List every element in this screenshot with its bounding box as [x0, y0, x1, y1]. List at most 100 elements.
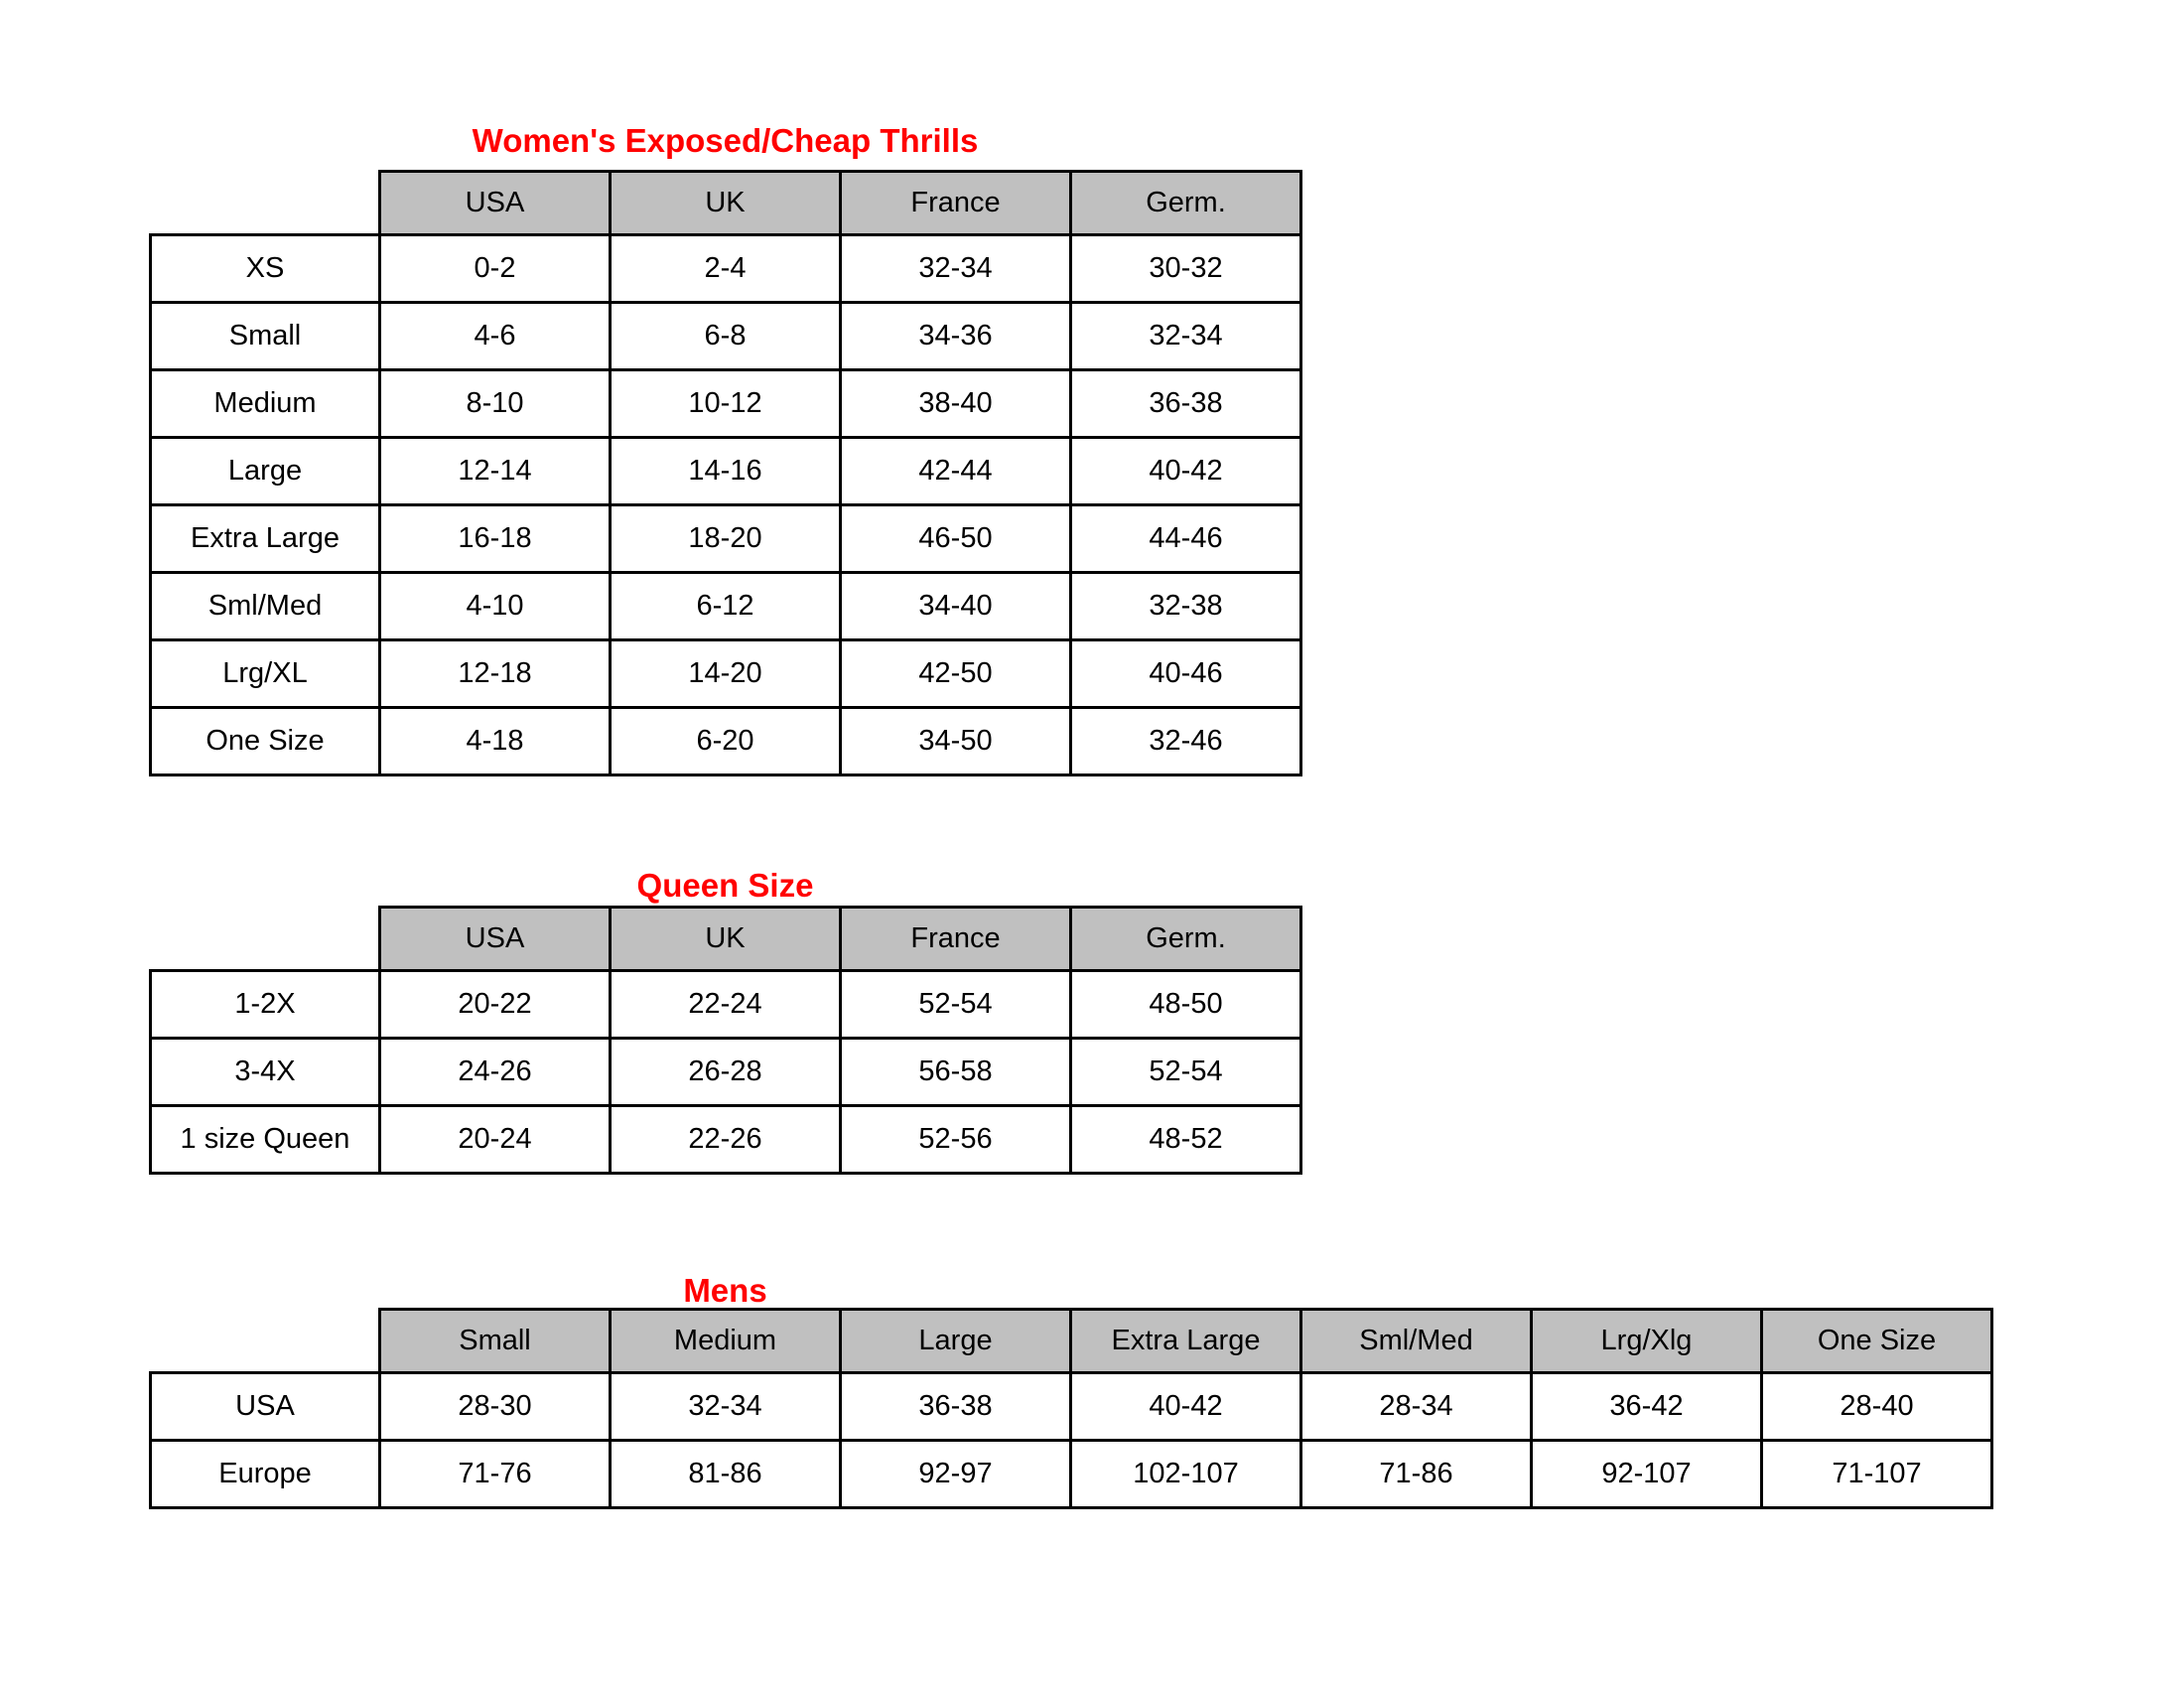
- table-row: XS 0-2 2-4 32-34 30-32: [149, 233, 1302, 304]
- table-cell: 18-20: [609, 503, 842, 574]
- table-cell: 34-40: [839, 571, 1072, 641]
- table-cell: 20-22: [378, 969, 612, 1040]
- table-cell: 40-42: [1069, 436, 1302, 506]
- table-cell: 52-54: [839, 969, 1072, 1040]
- table-row: 1-2X 20-22 22-24 52-54 48-50: [149, 969, 1302, 1040]
- column-header: UK: [609, 906, 842, 972]
- table-cell: 14-20: [609, 638, 842, 709]
- table-cell: 2-4: [609, 233, 842, 304]
- table-cell: 30-32: [1069, 233, 1302, 304]
- column-header: Germ.: [1069, 170, 1302, 236]
- table-cell: 32-34: [839, 233, 1072, 304]
- table-row: One Size 4-18 6-20 34-50 32-46: [149, 706, 1302, 776]
- womens-table-title: Women's Exposed/Cheap Thrills: [472, 122, 979, 159]
- table-cell: 4-6: [378, 301, 612, 371]
- table-cell: 71-86: [1299, 1439, 1533, 1509]
- row-label: Medium: [149, 368, 381, 439]
- table-cell: 92-97: [839, 1439, 1072, 1509]
- row-label: Small: [149, 301, 381, 371]
- corner-cell: [151, 908, 380, 971]
- corner-cell: [151, 172, 380, 235]
- table-cell: 24-26: [378, 1037, 612, 1107]
- row-label: USA: [149, 1371, 381, 1442]
- column-header: UK: [609, 170, 842, 236]
- table-cell: 26-28: [609, 1037, 842, 1107]
- table-row: Large 12-14 14-16 42-44 40-42: [149, 436, 1302, 506]
- table-cell: 42-50: [839, 638, 1072, 709]
- column-header: Germ.: [1069, 906, 1302, 972]
- row-label: 1 size Queen: [149, 1104, 381, 1175]
- table-cell: 46-50: [839, 503, 1072, 574]
- table-cell: 6-8: [609, 301, 842, 371]
- table-cell: 8-10: [378, 368, 612, 439]
- table-cell: 4-10: [378, 571, 612, 641]
- table-row: Extra Large 16-18 18-20 46-50 44-46: [149, 503, 1302, 574]
- column-header: USA: [378, 170, 612, 236]
- mens-size-table: Small Medium Large Extra Large Sml/Med Lrg/Xl…: [149, 1308, 1993, 1509]
- table-row: Europe 71-76 81-86 92-97 102-107 71-86 92-107 7…: [149, 1439, 1993, 1509]
- column-header: France: [839, 906, 1072, 972]
- table-cell: 52-54: [1069, 1037, 1302, 1107]
- mens-table-title: Mens: [683, 1272, 767, 1309]
- table-cell: 40-42: [1069, 1371, 1302, 1442]
- row-label: Europe: [149, 1439, 381, 1509]
- table-row: Medium 8-10 10-12 38-40 36-38: [149, 368, 1302, 439]
- table-cell: 22-26: [609, 1104, 842, 1175]
- table-cell: 81-86: [609, 1439, 842, 1509]
- table-cell: 14-16: [609, 436, 842, 506]
- table-row: 3-4X 24-26 26-28 56-58 52-54: [149, 1037, 1302, 1107]
- corner-cell: [151, 1310, 380, 1373]
- column-header: Large: [839, 1308, 1072, 1374]
- header-row: Small Medium Large Extra Large Sml/Med Lrg/Xl…: [151, 1308, 1993, 1374]
- table-cell: 32-34: [609, 1371, 842, 1442]
- table-cell: 102-107: [1069, 1439, 1302, 1509]
- table-cell: 32-34: [1069, 301, 1302, 371]
- table-cell: 92-107: [1530, 1439, 1763, 1509]
- table-cell: 28-40: [1760, 1371, 1993, 1442]
- row-label: Extra Large: [149, 503, 381, 574]
- table-cell: 71-107: [1760, 1439, 1993, 1509]
- table-row: 1 size Queen 20-24 22-26 52-56 48-52: [149, 1104, 1302, 1175]
- table-cell: 34-50: [839, 706, 1072, 776]
- table-row: Lrg/XL 12-18 14-20 42-50 40-46: [149, 638, 1302, 709]
- table-cell: 32-38: [1069, 571, 1302, 641]
- table-cell: 6-12: [609, 571, 842, 641]
- table-row: USA 28-30 32-34 36-38 40-42 28-34 36-42 28-40: [149, 1371, 1993, 1442]
- table-row: Small 4-6 6-8 34-36 32-34: [149, 301, 1302, 371]
- table-cell: 52-56: [839, 1104, 1072, 1175]
- table-cell: 44-46: [1069, 503, 1302, 574]
- table-cell: 32-46: [1069, 706, 1302, 776]
- table-cell: 34-36: [839, 301, 1072, 371]
- table-cell: 36-38: [839, 1371, 1072, 1442]
- table-cell: 10-12: [609, 368, 842, 439]
- womens-size-table: USA UK France Germ. XS 0-2 2-4 32-34 30-32 Small 4…: [149, 170, 1302, 776]
- table-cell: 71-76: [378, 1439, 612, 1509]
- table-cell: 38-40: [839, 368, 1072, 439]
- column-header: USA: [378, 906, 612, 972]
- header-row: USA UK France Germ.: [151, 906, 1302, 972]
- table-cell: 48-52: [1069, 1104, 1302, 1175]
- column-header: Medium: [609, 1308, 842, 1374]
- row-label: Large: [149, 436, 381, 506]
- row-label: Lrg/XL: [149, 638, 381, 709]
- column-header: France: [839, 170, 1072, 236]
- table-cell: 12-14: [378, 436, 612, 506]
- table-cell: 42-44: [839, 436, 1072, 506]
- table-cell: 4-18: [378, 706, 612, 776]
- table-cell: 16-18: [378, 503, 612, 574]
- table-cell: 40-46: [1069, 638, 1302, 709]
- row-label: 1-2X: [149, 969, 381, 1040]
- table-cell: 28-30: [378, 1371, 612, 1442]
- table-cell: 36-42: [1530, 1371, 1763, 1442]
- row-label: Sml/Med: [149, 571, 381, 641]
- column-header: Lrg/Xlg: [1530, 1308, 1763, 1374]
- column-header: One Size: [1760, 1308, 1993, 1374]
- table-cell: 48-50: [1069, 969, 1302, 1040]
- table-cell: 22-24: [609, 969, 842, 1040]
- table-cell: 20-24: [378, 1104, 612, 1175]
- queen-table-title: Queen Size: [636, 867, 814, 904]
- row-label: One Size: [149, 706, 381, 776]
- row-label: 3-4X: [149, 1037, 381, 1107]
- table-cell: 6-20: [609, 706, 842, 776]
